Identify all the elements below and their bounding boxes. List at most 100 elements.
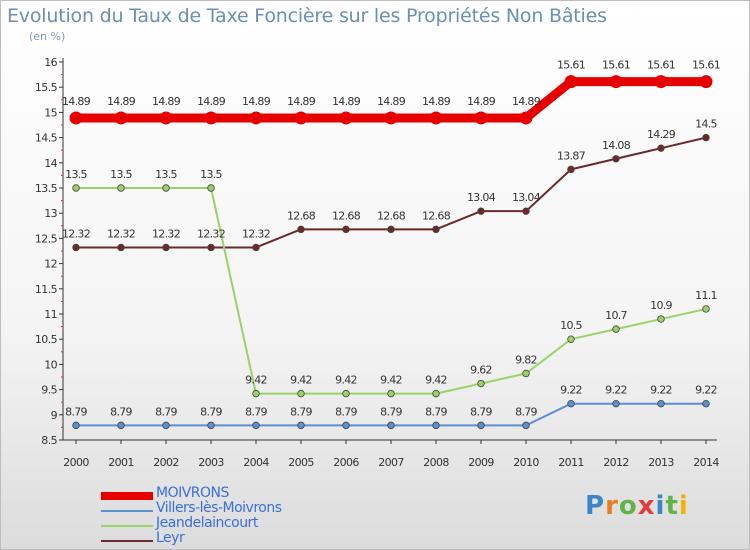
data-label: 15.61 [557, 59, 585, 72]
data-label: 14.89 [422, 95, 451, 108]
data-point [72, 421, 80, 430]
data-label: 8.79 [245, 405, 267, 418]
data-label: 10.9 [650, 299, 672, 312]
data-point [657, 315, 665, 323]
data-point [297, 225, 305, 234]
data-label: 10.7 [605, 309, 627, 322]
logo-letter: i [655, 491, 666, 521]
data-label: 10.5 [560, 319, 582, 332]
data-point [207, 421, 215, 430]
data-point [567, 400, 575, 408]
y-tick-label: 14 [44, 157, 57, 170]
y-tick-label: 13.5 [35, 182, 58, 195]
legend-label: Villers-lès-Moivrons [156, 500, 282, 516]
data-label: 12.32 [62, 227, 90, 240]
data-point [342, 421, 350, 430]
data-point [702, 133, 710, 142]
data-point [204, 111, 218, 125]
data-point [432, 389, 440, 398]
data-label: 15.61 [602, 59, 630, 72]
x-tick-label: 2005 [288, 456, 314, 469]
y-tick-label: 11.5 [35, 283, 58, 296]
data-label: 12.32 [107, 227, 135, 240]
data-label: 13.04 [512, 191, 541, 204]
legend-label: MOIVRONS [156, 485, 229, 501]
data-point [387, 389, 395, 398]
data-point [699, 75, 713, 89]
legend-swatch [101, 525, 153, 527]
y-tick-label: 14.5 [35, 132, 58, 145]
x-tick-label: 2012 [603, 456, 629, 469]
data-point [477, 421, 485, 430]
y-tick-label: 15 [44, 106, 57, 119]
data-point [297, 389, 305, 398]
data-point [162, 421, 170, 430]
data-point [72, 243, 80, 252]
y-tick-label: 15.5 [35, 81, 58, 94]
data-label: 12.68 [287, 209, 316, 222]
data-label: 9.42 [380, 374, 402, 387]
data-point [162, 184, 170, 192]
data-point [564, 75, 578, 89]
data-point [69, 111, 83, 125]
data-point [657, 144, 665, 152]
data-label: 14.89 [107, 95, 136, 108]
data-point [342, 389, 350, 398]
data-point [612, 155, 620, 163]
data-label: 8.79 [200, 405, 222, 418]
x-tick-label: 2008 [423, 456, 449, 469]
data-label: 15.61 [692, 59, 720, 72]
data-point [477, 207, 485, 215]
logo-letter: o [618, 491, 638, 521]
logo-letter: x [637, 491, 656, 521]
data-point [522, 369, 530, 378]
data-point [522, 421, 530, 430]
x-tick-label: 2009 [468, 456, 494, 469]
x-tick-label: 2011 [558, 456, 584, 469]
data-label: 8.79 [155, 405, 177, 418]
data-point [162, 243, 170, 252]
x-tick-label: 2004 [243, 456, 269, 469]
data-label: 12.32 [197, 227, 225, 240]
y-tick-label: 12.5 [35, 232, 58, 245]
y-tick-label: 10 [44, 358, 57, 371]
data-point [477, 379, 485, 388]
y-tick-label: 8.5 [41, 434, 57, 447]
logo-letter: P [585, 491, 606, 521]
data-point [207, 184, 215, 192]
data-label: 14.89 [287, 95, 316, 108]
y-tick-label: 10.5 [35, 333, 58, 346]
data-point [522, 207, 530, 215]
x-tick-label: 2007 [378, 456, 404, 469]
y-tick-label: 11 [44, 308, 57, 321]
y-tick-label: 9.5 [41, 384, 57, 397]
data-label: 14.89 [242, 95, 271, 108]
data-label: 14.5 [695, 118, 717, 131]
data-point [249, 111, 263, 125]
data-label: 12.32 [152, 227, 180, 240]
data-label: 8.79 [290, 405, 312, 418]
x-tick-label: 2001 [108, 456, 134, 469]
data-label: 13.5 [65, 168, 87, 181]
data-label: 14.89 [377, 95, 406, 108]
data-point [609, 75, 623, 89]
data-point [387, 225, 395, 234]
data-label: 14.89 [512, 95, 541, 108]
data-label: 8.79 [470, 405, 492, 418]
data-point [657, 400, 665, 408]
data-point [252, 421, 260, 430]
x-tick-label: 2013 [648, 456, 674, 469]
data-label: 12.68 [377, 209, 406, 222]
data-point [114, 111, 128, 125]
data-point [474, 111, 488, 125]
chart-subtitle: (en %) [29, 30, 66, 43]
data-label: 14.89 [332, 95, 361, 108]
data-point [702, 305, 710, 313]
data-point [387, 421, 395, 430]
data-point [432, 421, 440, 430]
data-label: 14.89 [152, 95, 181, 108]
x-tick-label: 2006 [333, 456, 359, 469]
data-label: 9.22 [650, 384, 672, 397]
